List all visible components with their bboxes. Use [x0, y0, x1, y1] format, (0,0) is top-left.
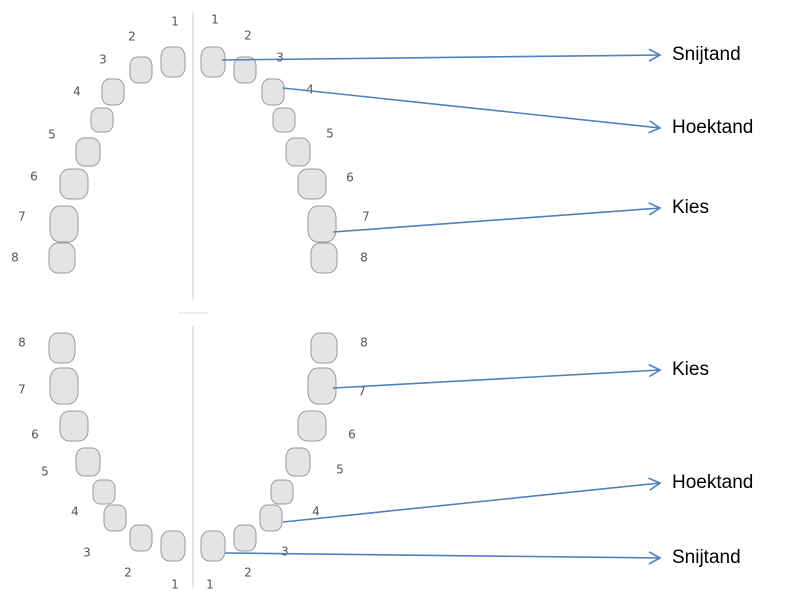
tooth [297, 168, 327, 200]
tooth [310, 332, 338, 364]
tooth [160, 530, 186, 562]
tooth-number: 4 [73, 85, 81, 99]
pointer-arrow [332, 202, 662, 233]
tooth-number: 3 [83, 546, 91, 560]
tooth [49, 205, 79, 243]
tooth-number: 7 [18, 383, 26, 397]
pointer-arrow [224, 551, 662, 565]
pointer-arrow [221, 48, 662, 62]
tooth-number: 1 [171, 15, 179, 29]
pointer-arrow [332, 363, 662, 389]
tooth-number: 1 [211, 13, 219, 27]
tooth [310, 242, 338, 274]
tooth-number: 4 [306, 83, 314, 97]
tooth [101, 78, 125, 106]
tooth-number: 6 [346, 171, 354, 185]
tooth [307, 205, 337, 243]
tooth-number: 8 [360, 336, 368, 350]
tooth-number: 7 [362, 210, 370, 224]
tooth-number: 5 [336, 463, 344, 477]
tooth-number: 4 [71, 505, 79, 519]
tooth [90, 107, 114, 133]
tooth [48, 332, 76, 364]
tooth [270, 479, 294, 505]
tooth-type-label: Kies [672, 197, 709, 218]
tooth [75, 447, 101, 477]
tooth [129, 524, 153, 552]
tooth [297, 410, 327, 442]
tooth [75, 137, 101, 167]
tooth-type-label: Snijtand [672, 44, 741, 65]
tooth-number: 2 [244, 566, 252, 580]
tooth [307, 367, 337, 405]
tooth-number: 5 [326, 127, 334, 141]
tooth [200, 46, 226, 78]
tooth-number: 8 [11, 251, 19, 265]
tooth-number: 3 [281, 545, 289, 559]
tooth-number: 5 [48, 128, 56, 142]
tooth [200, 530, 226, 562]
tooth [272, 107, 296, 133]
tooth-number: 6 [30, 170, 38, 184]
tooth [259, 504, 283, 532]
tooth-type-label: Hoektand [672, 117, 753, 138]
tooth [59, 168, 89, 200]
tooth [285, 447, 311, 477]
tooth-type-label: Kies [672, 359, 709, 380]
tooth-number: 2 [128, 30, 136, 44]
tooth [59, 410, 89, 442]
tooth [285, 137, 311, 167]
tooth-number: 2 [244, 29, 252, 43]
tooth-number: 1 [171, 578, 179, 592]
tooth-number: 7 [18, 210, 26, 224]
tooth [160, 46, 186, 78]
tooth-number: 7 [358, 385, 366, 399]
tooth-number: 6 [31, 428, 39, 442]
tooth [233, 524, 257, 552]
tooth-number: 1 [206, 578, 214, 592]
tooth-type-label: Snijtand [672, 547, 741, 568]
tooth-type-label: Hoektand [672, 472, 753, 493]
pointer-arrow [282, 477, 662, 523]
tooth [92, 479, 116, 505]
tooth-number: 4 [312, 505, 320, 519]
tooth-number: 8 [18, 336, 26, 350]
tooth [233, 56, 257, 84]
tooth [261, 78, 285, 106]
tooth-number: 2 [124, 566, 132, 580]
tooth-number: 8 [360, 251, 368, 265]
tooth-number: 6 [348, 428, 356, 442]
tooth-number: 3 [276, 51, 284, 65]
tooth [129, 56, 153, 84]
tooth [103, 504, 127, 532]
tooth-number: 5 [41, 465, 49, 479]
tooth-number: 3 [99, 53, 107, 67]
tooth [48, 242, 76, 274]
pointer-arrow [282, 87, 662, 134]
tooth [49, 367, 79, 405]
